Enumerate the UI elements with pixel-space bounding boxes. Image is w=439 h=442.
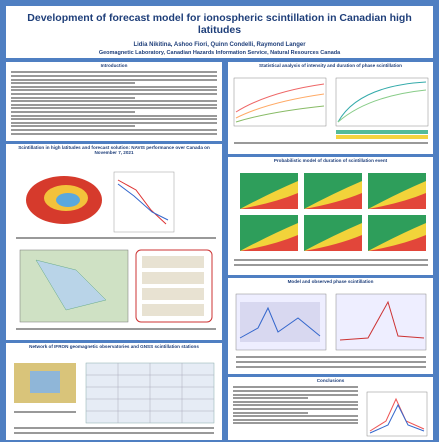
text-line	[11, 71, 217, 73]
text-line	[233, 422, 358, 424]
text-line	[11, 82, 135, 84]
stats-panel: Statistical analysis of intensity and du…	[228, 62, 433, 154]
text-line	[11, 118, 217, 120]
text-line	[11, 89, 217, 91]
text-line	[11, 97, 135, 99]
authors: Lidia Nikitina, Ashoo Fiori, Quinn Conde…	[6, 42, 433, 48]
plot-shape	[234, 259, 428, 261]
section-title: Network of IFRON geomagnetic observatori…	[6, 343, 222, 350]
text-line	[11, 115, 217, 117]
model-panel: Model and observed phase scintillation	[228, 278, 433, 374]
text-line	[233, 415, 358, 417]
plot-shape	[234, 264, 428, 266]
text-line	[233, 419, 358, 421]
text-line	[11, 133, 217, 135]
prob-panel: Probabilistic model of duration of scint…	[228, 157, 433, 275]
network-panel: Network of IFRON geomagnetic observatori…	[6, 343, 222, 440]
text-line	[233, 397, 308, 399]
header: Development of forecast model for ionosp…	[6, 6, 433, 58]
text-line	[11, 86, 217, 88]
figures	[228, 72, 433, 154]
text-line	[11, 129, 217, 131]
scint-panel: Scintillation in high latitudes and fore…	[6, 144, 222, 340]
text-line	[233, 412, 308, 414]
text-line	[11, 79, 217, 81]
text-line	[233, 401, 358, 403]
text-line	[11, 93, 217, 95]
text-line	[233, 408, 358, 410]
text-line	[233, 394, 358, 396]
text-line	[11, 122, 217, 124]
body-text	[233, 386, 358, 424]
figures	[228, 167, 433, 275]
text-line	[11, 125, 135, 127]
text-line	[233, 386, 358, 388]
text-line	[11, 75, 217, 77]
section-title: Conclusions	[228, 377, 433, 384]
body-text	[11, 71, 217, 134]
affiliation: Geomagnetic Laboratory, Canadian Hazards…	[6, 50, 433, 56]
text-line	[11, 111, 135, 113]
text-line	[233, 390, 358, 392]
intro-panel: Introduction	[6, 62, 222, 141]
section-title: Introduction	[6, 62, 222, 69]
section-title: Statistical analysis of intensity and du…	[228, 62, 433, 69]
section-title: Probabilistic model of duration of scint…	[228, 157, 433, 164]
figures	[6, 160, 222, 340]
text-line	[11, 107, 217, 109]
text-line	[11, 104, 217, 106]
text-line	[233, 404, 358, 406]
figures	[228, 288, 433, 374]
figures	[6, 359, 222, 440]
section-title: Model and observed phase scintillation	[228, 278, 433, 285]
poster: Development of forecast model for ionosp…	[0, 0, 439, 442]
poster-title: Development of forecast model for ionosp…	[6, 12, 433, 36]
conclusions-panel: Conclusions	[228, 377, 433, 440]
text-line	[11, 100, 217, 102]
figure	[366, 391, 428, 437]
section-title: Scintillation in high latitudes and fore…	[6, 144, 222, 157]
